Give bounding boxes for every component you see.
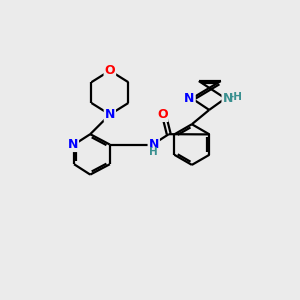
Text: O: O: [157, 108, 168, 121]
Text: N: N: [184, 92, 195, 105]
Text: O: O: [104, 64, 115, 77]
Text: H: H: [149, 147, 158, 157]
Text: N: N: [105, 108, 115, 121]
Text: N: N: [148, 138, 159, 151]
Text: N: N: [223, 92, 233, 105]
Text: N: N: [68, 138, 78, 151]
Text: -H: -H: [230, 92, 243, 102]
